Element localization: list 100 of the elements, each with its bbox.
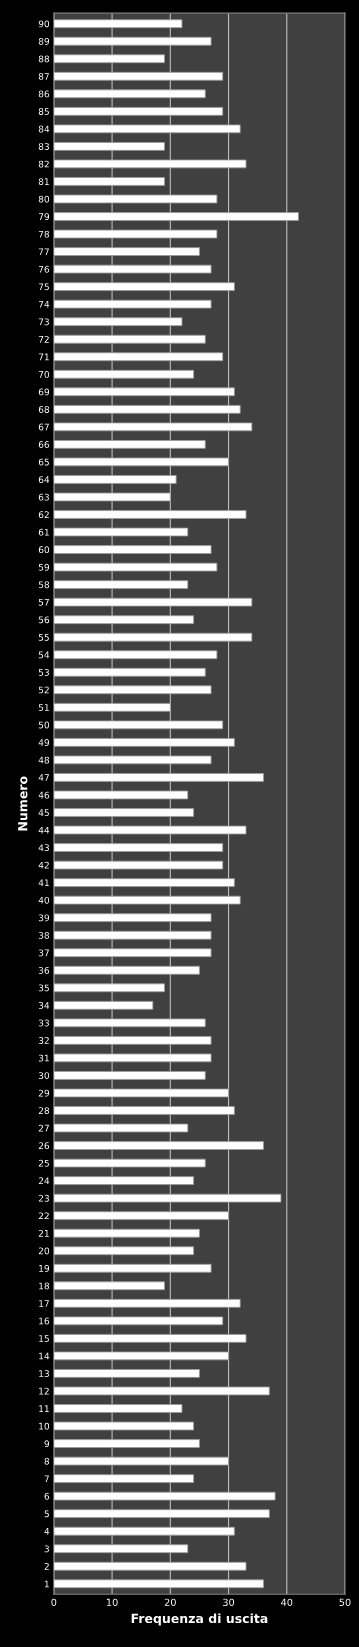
bar bbox=[53, 317, 183, 327]
bar bbox=[53, 1246, 195, 1256]
bar bbox=[53, 1509, 270, 1519]
bar bbox=[53, 457, 229, 467]
bar bbox=[53, 632, 253, 642]
y-tick-label: 82 bbox=[38, 160, 49, 168]
y-tick-label: 31 bbox=[38, 1054, 49, 1062]
bar bbox=[53, 1456, 229, 1466]
y-tick-label: 71 bbox=[38, 353, 49, 361]
y-tick-label: 37 bbox=[38, 949, 49, 957]
y-tick-label: 77 bbox=[38, 248, 49, 255]
bar bbox=[53, 1141, 264, 1150]
y-tick-label: 9 bbox=[44, 1440, 50, 1448]
bar bbox=[53, 54, 165, 64]
bar bbox=[53, 1018, 206, 1028]
x-tick-label: 50 bbox=[339, 1598, 351, 1606]
bar bbox=[53, 983, 165, 993]
y-tick-label: 35 bbox=[38, 984, 49, 992]
y-tick-label: 1 bbox=[44, 1580, 49, 1588]
y-tick-label: 32 bbox=[38, 1037, 49, 1044]
y-tick-label: 4 bbox=[44, 1528, 50, 1535]
bar bbox=[53, 545, 212, 554]
y-tick-label: 3 bbox=[44, 1545, 49, 1553]
y-tick-label: 29 bbox=[38, 1089, 50, 1097]
bar bbox=[53, 1176, 195, 1185]
bar bbox=[53, 597, 253, 607]
bar bbox=[53, 755, 212, 765]
bar bbox=[53, 475, 177, 484]
y-tick-label: 47 bbox=[38, 774, 49, 781]
y-tick-label: 7 bbox=[44, 1475, 49, 1483]
y-tick-label: 61 bbox=[38, 528, 49, 536]
bar bbox=[53, 334, 206, 344]
y-tick-label: 19 bbox=[39, 1264, 50, 1272]
bar bbox=[53, 790, 189, 800]
bar bbox=[53, 1193, 282, 1203]
bar bbox=[53, 1053, 212, 1063]
bar bbox=[53, 282, 235, 291]
x-tick-label: 0 bbox=[51, 1598, 57, 1606]
y-tick-label: 76 bbox=[38, 265, 50, 273]
y-tick-label: 43 bbox=[38, 844, 49, 852]
y-tick-label: 58 bbox=[38, 581, 50, 589]
bar bbox=[53, 1158, 206, 1168]
y-tick-label: 21 bbox=[38, 1229, 49, 1237]
y-tick-label: 22 bbox=[38, 1212, 49, 1220]
bar bbox=[53, 440, 206, 449]
bar bbox=[53, 1404, 183, 1413]
bar bbox=[53, 650, 218, 660]
y-tick-label: 66 bbox=[38, 441, 50, 448]
bar bbox=[53, 106, 224, 116]
bar bbox=[53, 404, 241, 414]
y-tick-label: 90 bbox=[38, 20, 50, 28]
y-tick-label: 26 bbox=[38, 1142, 50, 1150]
y-tick-label: 23 bbox=[38, 1194, 49, 1202]
bar bbox=[53, 19, 183, 29]
y-tick-label: 14 bbox=[39, 1352, 50, 1360]
bar bbox=[53, 1544, 189, 1554]
bar bbox=[53, 527, 189, 537]
bar bbox=[53, 685, 212, 695]
y-tick-label: 78 bbox=[38, 230, 50, 238]
y-tick-label: 74 bbox=[38, 301, 50, 308]
bar bbox=[53, 930, 212, 940]
bar bbox=[53, 247, 200, 256]
y-tick-label: 55 bbox=[38, 634, 49, 641]
y-tick-label: 2 bbox=[44, 1562, 49, 1570]
y-tick-label: 89 bbox=[38, 37, 50, 45]
y-tick-label: 72 bbox=[38, 335, 49, 343]
y-tick-label: 34 bbox=[38, 1002, 50, 1009]
y-axis-title: Numero bbox=[18, 776, 28, 831]
y-tick-label: 73 bbox=[38, 318, 49, 326]
y-tick-label: 25 bbox=[38, 1159, 49, 1167]
y-tick-label: 11 bbox=[39, 1405, 49, 1412]
y-tick-label: 30 bbox=[38, 1072, 50, 1079]
bar bbox=[53, 1334, 247, 1343]
bar bbox=[53, 580, 189, 589]
y-tick-label: 13 bbox=[39, 1370, 49, 1377]
y-tick-label: 17 bbox=[39, 1300, 49, 1307]
bar bbox=[53, 124, 241, 134]
y-tick-label: 54 bbox=[38, 651, 50, 659]
y-tick-label: 70 bbox=[38, 371, 50, 378]
y-tick-label: 10 bbox=[39, 1422, 50, 1430]
bar bbox=[53, 1439, 200, 1448]
y-tick-label: 38 bbox=[38, 931, 50, 939]
bar bbox=[53, 948, 212, 958]
bar bbox=[53, 159, 247, 169]
y-tick-label: 84 bbox=[38, 125, 50, 133]
bar bbox=[53, 1298, 241, 1308]
bar bbox=[53, 71, 224, 81]
bar bbox=[53, 1369, 200, 1378]
bar bbox=[53, 1316, 224, 1326]
bar bbox=[53, 36, 212, 46]
bar bbox=[53, 965, 200, 975]
bar bbox=[53, 738, 235, 747]
y-tick-label: 27 bbox=[38, 1124, 49, 1132]
bar bbox=[53, 1579, 264, 1589]
bar bbox=[53, 1474, 195, 1483]
y-tick-label: 20 bbox=[38, 1247, 50, 1255]
y-tick-label: 60 bbox=[38, 546, 50, 554]
y-tick-label: 52 bbox=[38, 686, 49, 694]
y-tick-label: 80 bbox=[38, 195, 50, 203]
bar bbox=[53, 1491, 276, 1501]
